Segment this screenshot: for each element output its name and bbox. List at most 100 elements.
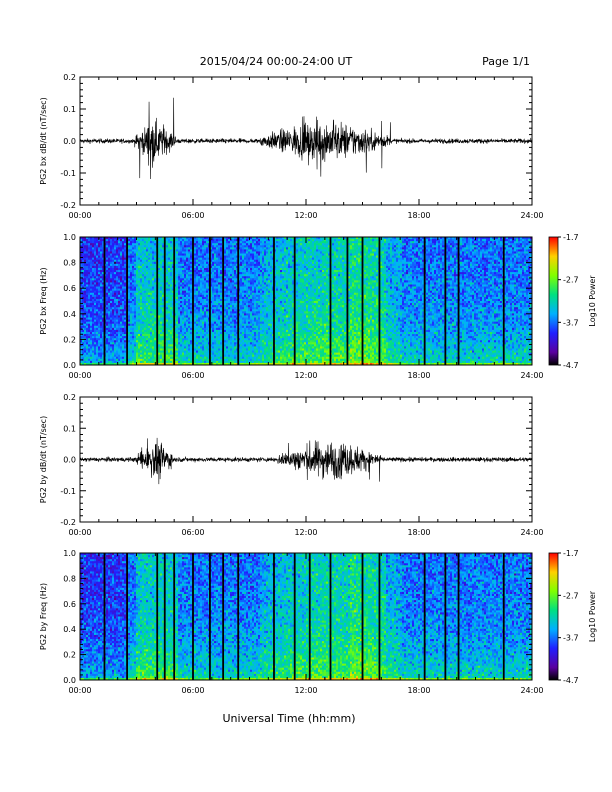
heatmap-cell <box>86 255 89 259</box>
heatmap-cell <box>82 350 85 354</box>
heatmap-cell <box>138 272 141 275</box>
heatmap-cell <box>180 267 183 271</box>
heatmap-cell <box>128 325 131 329</box>
heatmap-cell <box>122 257 125 261</box>
heatmap-cell <box>146 243 149 246</box>
heatmap-cell <box>82 309 85 312</box>
heatmap-cell <box>186 344 189 347</box>
heatmap-cell <box>84 325 87 329</box>
heatmap-cell <box>90 286 93 290</box>
heatmap-cell <box>136 329 139 333</box>
heatmap-cell <box>86 292 89 296</box>
heatmap-cell <box>144 352 147 356</box>
heatmap-cell <box>124 241 127 244</box>
heatmap-cell <box>188 329 191 333</box>
heatmap-cell <box>120 296 123 300</box>
heatmap-cell <box>152 272 155 275</box>
heatmap-cell <box>98 267 101 271</box>
heatmap-cell <box>182 249 185 252</box>
heatmap-cell <box>172 352 175 356</box>
heatmap-cell <box>188 274 191 277</box>
heatmap-cell <box>182 237 185 240</box>
heatmap-cell <box>186 270 189 273</box>
heatmap-cell <box>132 237 135 240</box>
heatmap-cell <box>170 338 173 341</box>
heatmap-cell <box>186 280 189 283</box>
heatmap-cell <box>120 342 123 345</box>
figure-title: 2015/04/24 00:00-24:00 UT <box>200 55 353 68</box>
heatmap-cell <box>130 305 133 308</box>
heatmap-cell <box>186 288 189 292</box>
heatmap-cell <box>80 329 83 333</box>
heatmap-cell <box>102 334 105 337</box>
heatmap-cell <box>148 280 151 283</box>
heatmap-cell <box>118 259 121 263</box>
heatmap-cell <box>150 321 153 325</box>
heatmap-cell <box>150 282 153 285</box>
heatmap-cell <box>186 276 189 279</box>
heatmap-cell <box>98 303 101 306</box>
heatmap-cell <box>162 334 165 337</box>
heatmap-cell <box>96 261 99 265</box>
heatmap-cell <box>88 321 91 325</box>
heatmap-cell <box>178 278 181 281</box>
heatmap-cell <box>132 278 135 281</box>
heatmap-cell <box>80 259 83 263</box>
heatmap-cell <box>90 356 93 360</box>
heatmap-cell <box>160 263 163 267</box>
heatmap-cell <box>152 313 155 316</box>
heatmap-cell <box>174 292 177 296</box>
heatmap-cell <box>144 261 147 265</box>
heatmap-cell <box>128 280 131 283</box>
heatmap-cell <box>132 282 135 285</box>
heatmap-cell <box>158 327 161 331</box>
heatmap-cell <box>174 280 177 283</box>
heatmap-cell <box>96 362 99 366</box>
heatmap-cell <box>102 311 105 314</box>
heatmap-cell <box>160 360 163 364</box>
heatmap-cell <box>106 356 109 360</box>
heatmap-cell <box>96 352 99 356</box>
heatmap-cell <box>108 239 111 242</box>
heatmap-cell <box>168 319 171 323</box>
heatmap-cell <box>116 272 119 275</box>
heatmap-cell <box>128 290 131 294</box>
heatmap-cell <box>124 311 127 314</box>
heatmap-cell <box>188 315 191 318</box>
heatmap-cell <box>154 241 157 244</box>
heatmap-cell <box>88 342 91 345</box>
heatmap-cell <box>150 342 153 345</box>
x-tick-label: 12:00 <box>294 211 317 220</box>
heatmap-cell <box>158 303 161 306</box>
heatmap-cell <box>162 284 165 287</box>
heatmap-cell <box>174 247 177 250</box>
heatmap-cell <box>150 317 153 320</box>
heatmap-cell <box>146 247 149 250</box>
heatmap-cell <box>174 321 177 325</box>
heatmap-cell <box>118 315 121 318</box>
heatmap-cell <box>120 280 123 283</box>
heatmap-cell <box>180 331 183 335</box>
heatmap-cell <box>132 350 135 354</box>
heatmap-cell <box>154 307 157 310</box>
heatmap-cell <box>110 245 113 248</box>
heatmap-cell <box>172 255 175 259</box>
heatmap-cell <box>150 294 153 298</box>
heatmap-cell <box>182 338 185 341</box>
heatmap-cell <box>112 342 115 345</box>
heatmap-cell <box>94 336 97 339</box>
heatmap-cell <box>154 354 157 358</box>
heatmap-cell <box>144 298 147 302</box>
heatmap-cell <box>152 348 155 351</box>
heatmap-cell <box>166 267 169 271</box>
heatmap-cell <box>138 243 141 246</box>
heatmap-cell <box>98 288 101 292</box>
heatmap-cell <box>142 286 145 290</box>
heatmap-cell <box>98 274 101 277</box>
heatmap-cell <box>188 263 191 267</box>
heatmap-cell <box>102 344 105 347</box>
heatmap-cell <box>84 253 87 256</box>
heatmap-cell <box>88 284 91 287</box>
heatmap-cell <box>88 267 91 271</box>
heatmap-cell <box>86 239 89 242</box>
